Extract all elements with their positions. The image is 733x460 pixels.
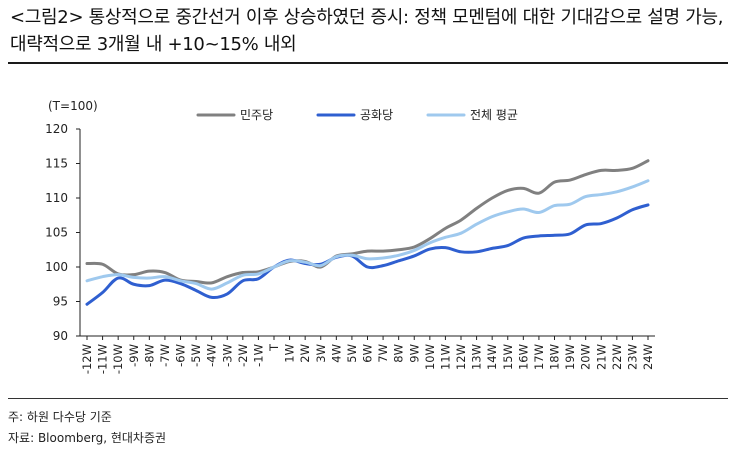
x-tick-label: -12W [80, 344, 94, 374]
x-tick-label: -6W [174, 344, 188, 367]
source-note: 자료: Bloomberg, 현대차증권 [8, 431, 167, 445]
x-tick-label: -5W [189, 344, 203, 367]
x-axis: -12W -11W -10W -9W -8W -7W -6W -5W -4W -3W -2W -1W T… [80, 335, 655, 374]
x-tick-label: 18W [548, 344, 562, 370]
series-line-0 [85, 159, 650, 285]
legend-label-0: 민주당 [240, 108, 273, 122]
footer-divider [8, 398, 728, 399]
legend: 민주당 공화당 전체 평균 [196, 108, 518, 122]
x-tick-label: 17W [532, 344, 546, 370]
x-tick-label: 20W [579, 344, 593, 370]
x-tick-label: 21W [594, 344, 608, 370]
y-tick-label: 100 [45, 260, 68, 274]
x-tick-label: 4W [329, 344, 343, 363]
x-tick-label: 11W [438, 344, 452, 370]
x-tick-label: -9W [127, 344, 141, 367]
y-tick-label: 90 [53, 329, 68, 343]
y-axis: 90 95 100 105 110 115 120 [45, 122, 81, 343]
y-tick-label: 95 [53, 295, 68, 309]
x-tick-label: 13W [470, 344, 484, 370]
x-tick-label: 12W [454, 344, 468, 370]
x-tick-label: 15W [501, 344, 515, 370]
chart-title: <그림2> 통상적으로 중간선거 이후 상승하였던 증시: 정책 모멘텀에 대한… [10, 7, 724, 55]
x-tick-label: 24W [641, 344, 655, 370]
x-tick-label: -4W [205, 344, 219, 367]
x-tick-label: -2W [236, 344, 250, 367]
x-tick-label: 5W [345, 344, 359, 363]
x-tick-label: -10W [111, 344, 125, 374]
series-line-2 [85, 179, 650, 291]
y-tick-label: 110 [45, 191, 68, 205]
x-tick-label: 1W [283, 344, 297, 363]
x-tick-label: 23W [625, 344, 639, 370]
x-tick-label: -3W [220, 344, 234, 367]
x-tick-label: 16W [516, 344, 530, 370]
x-tick-label: 8W [392, 344, 406, 363]
x-tick-label: 22W [610, 344, 624, 370]
x-tick-label: 6W [361, 344, 375, 363]
y-tick-label: 115 [45, 157, 68, 171]
y-axis-label: (T=100) [48, 99, 98, 113]
y-tick-label: 120 [45, 122, 68, 136]
x-tick-label: 10W [423, 344, 437, 370]
x-tick-label: 19W [563, 344, 577, 370]
legend-label-1: 공화당 [360, 108, 393, 122]
x-tick-label: 3W [314, 344, 328, 363]
legend-label-2: 전체 평균 [470, 108, 518, 122]
series-line-1 [85, 203, 650, 306]
plot-area [85, 159, 650, 306]
x-tick-label: -11W [96, 344, 110, 374]
x-tick-label: 9W [407, 344, 421, 363]
x-tick-label: T [267, 343, 281, 352]
x-tick-label: -1W [251, 344, 265, 367]
x-tick-label: 2W [298, 344, 312, 363]
title-divider [8, 62, 728, 64]
footnote: 주: 하원 다수당 기준 [8, 410, 112, 424]
y-tick-label: 105 [45, 226, 68, 240]
x-tick-label: -7W [158, 344, 172, 367]
x-tick-label: -8W [142, 344, 156, 367]
x-tick-label: 7W [376, 344, 390, 363]
x-tick-label: 14W [485, 344, 499, 370]
line-chart: 90 95 100 105 110 115 120 -12W -11W -10W -9W -8W -7… [45, 99, 655, 374]
